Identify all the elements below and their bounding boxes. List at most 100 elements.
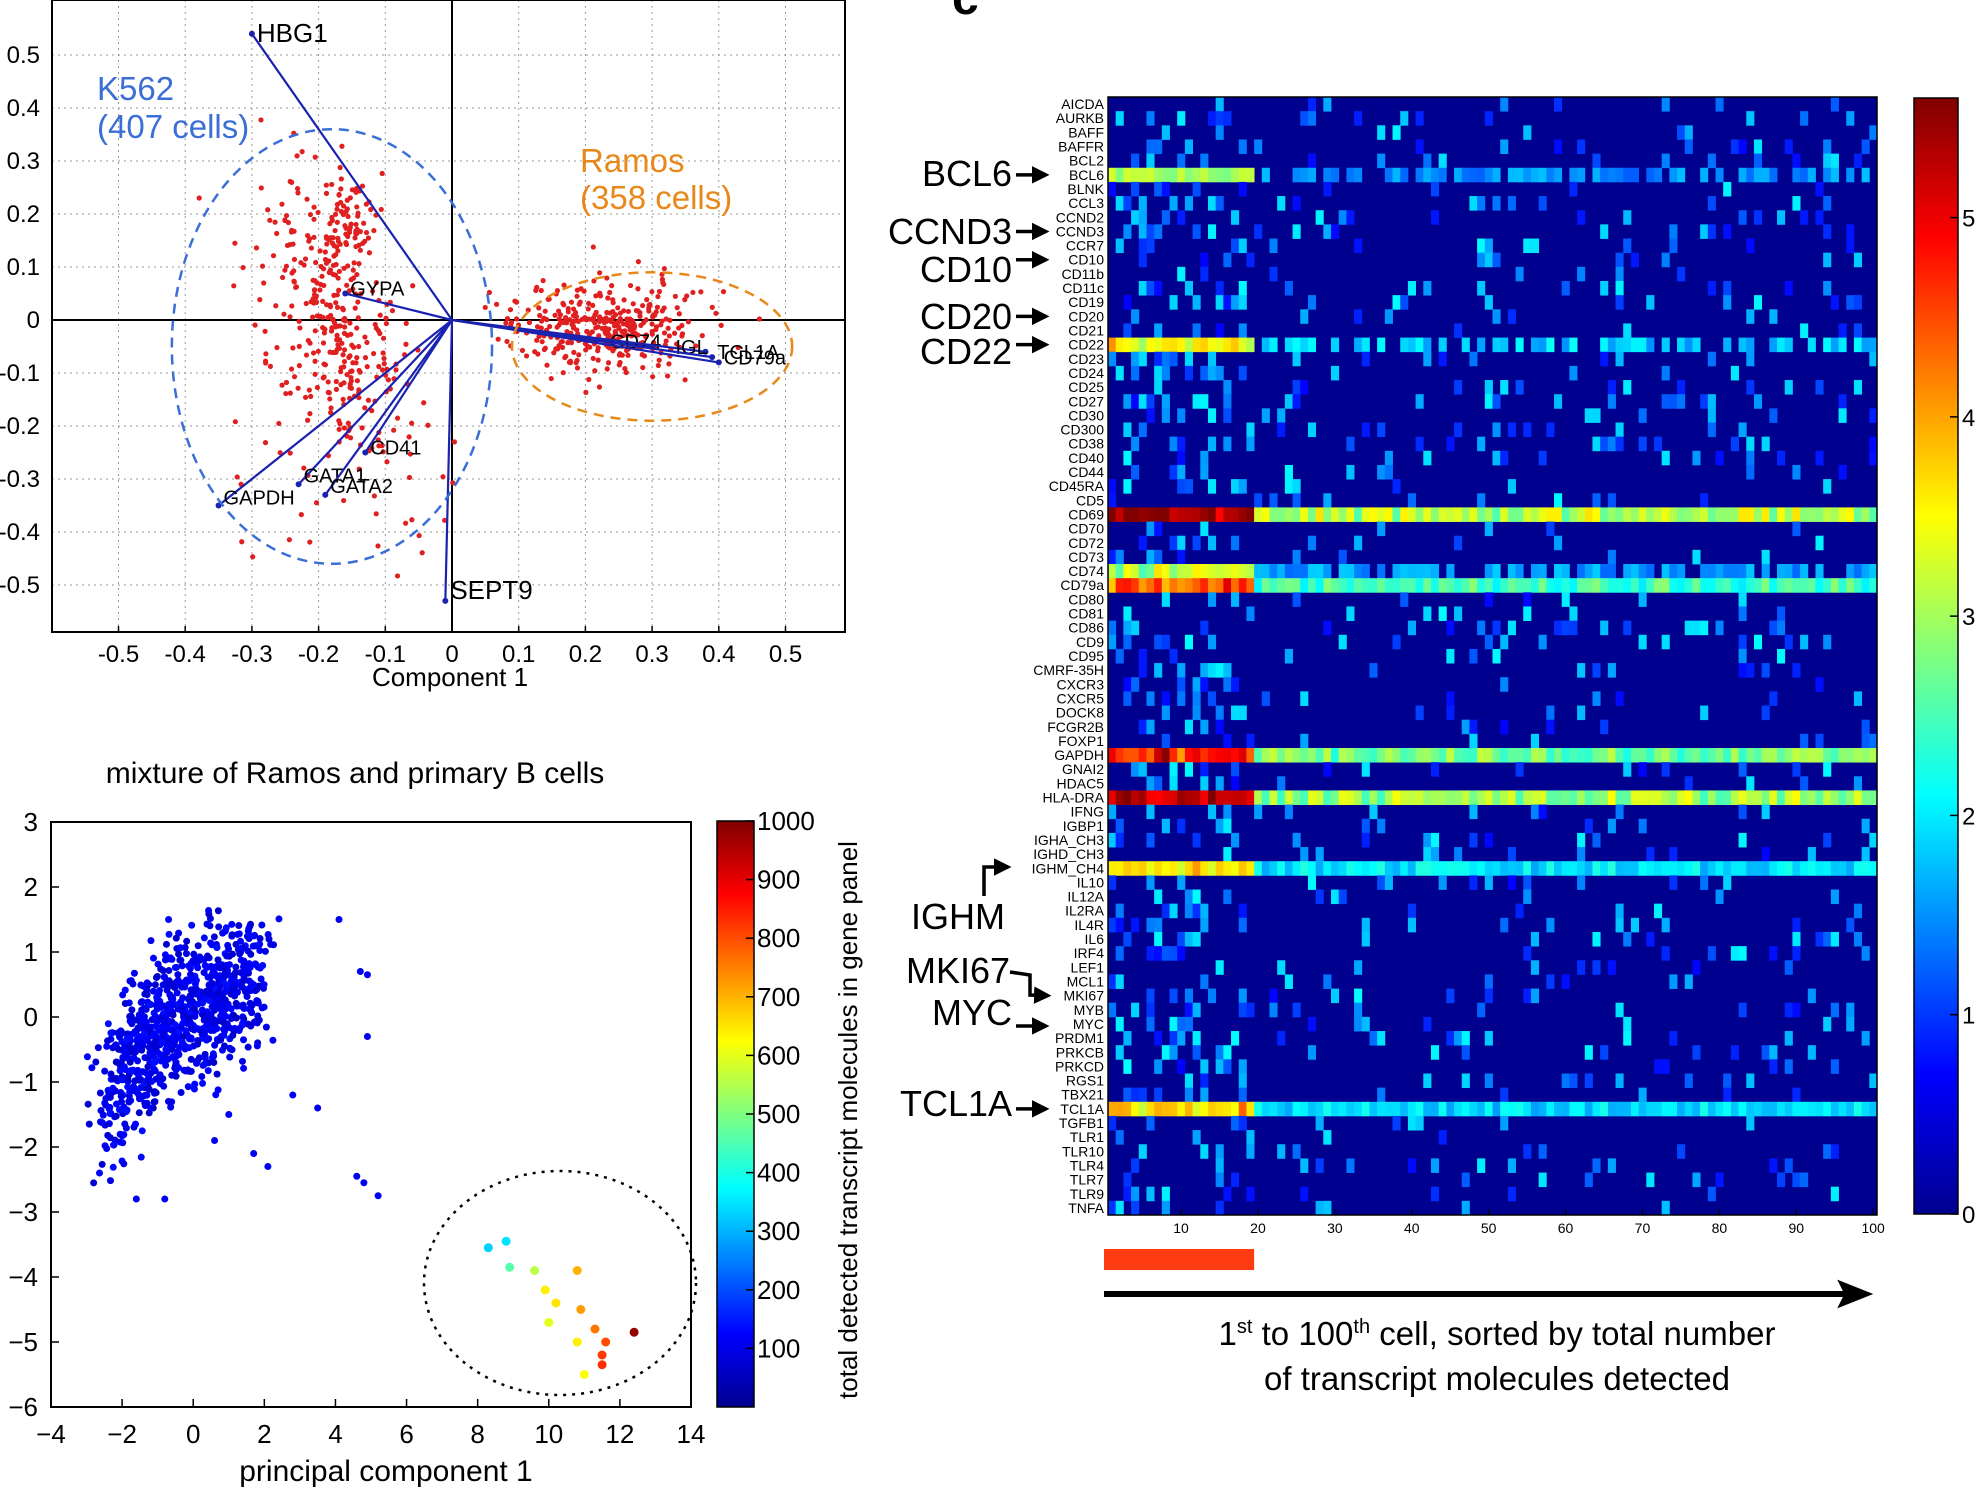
heatmap-cell xyxy=(1669,1101,1678,1117)
heatmap-cell xyxy=(1307,535,1317,551)
group-ellipse xyxy=(170,127,494,566)
scatter-point xyxy=(139,982,147,990)
heatmap-cell xyxy=(1661,97,1670,112)
biplot-point xyxy=(312,154,318,160)
heatmap-cell xyxy=(1746,747,1755,763)
heatmap-cell xyxy=(1215,1144,1224,1159)
heatmap-cell xyxy=(1138,196,1147,211)
heatmap-cell xyxy=(1138,719,1147,735)
gene-label: CD25 xyxy=(1068,379,1104,395)
loading-vector xyxy=(217,319,453,507)
heatmap-cell xyxy=(1792,762,1801,777)
heatmap-cell xyxy=(1669,790,1678,805)
loading-vector xyxy=(444,319,454,601)
heatmap-cell xyxy=(1800,210,1809,225)
heatmap-cell xyxy=(1169,903,1178,919)
heatmap-cell xyxy=(1777,606,1786,622)
heatmap-cell xyxy=(1838,747,1847,763)
biplot-point xyxy=(649,289,655,295)
heatmap-cell xyxy=(1277,861,1286,876)
heatmap-cell xyxy=(1853,337,1863,353)
heatmap-cell xyxy=(1792,1101,1801,1117)
heatmap-cell xyxy=(1184,634,1193,650)
biplot-point xyxy=(656,357,662,363)
scatter-point xyxy=(107,1029,115,1037)
heatmap-cell xyxy=(1661,861,1670,876)
heatmap-cell xyxy=(1108,832,1117,848)
biplot-point xyxy=(277,450,283,456)
scatter-point xyxy=(118,1157,126,1165)
gene-label: CD5 xyxy=(1076,492,1104,508)
heatmap-cell xyxy=(1177,677,1186,692)
biplot-point xyxy=(327,396,333,402)
heatmap-cell xyxy=(1277,196,1286,211)
scatter-point xyxy=(216,983,224,991)
heatmap-cell xyxy=(1108,917,1117,933)
heatmap-cell xyxy=(1384,790,1393,805)
heatmap-cell xyxy=(1400,111,1409,126)
heatmap-cell xyxy=(1307,861,1317,876)
scatter-point xyxy=(172,934,180,942)
heatmap-cell xyxy=(1123,1172,1132,1188)
heatmap-cell xyxy=(1730,1045,1739,1060)
heatmap-cell xyxy=(1223,380,1232,395)
heatmap-cell xyxy=(1154,323,1163,338)
heatmap-cell xyxy=(1184,790,1193,805)
heatmap-cell xyxy=(1730,790,1739,805)
heatmap-cell xyxy=(1415,790,1424,805)
biplot-point xyxy=(344,282,350,288)
heatmap-cell xyxy=(1392,125,1401,140)
biplot-point xyxy=(309,314,316,320)
biplot-point xyxy=(263,351,269,357)
scatter-point xyxy=(215,999,223,1007)
scatter-point xyxy=(192,1059,200,1067)
heatmap-cell xyxy=(1607,564,1616,579)
heatmap-cell xyxy=(1454,847,1463,862)
heatmap-cell xyxy=(1154,549,1163,565)
heatmap-cell xyxy=(1746,861,1755,876)
heatmap-cell xyxy=(1692,790,1701,805)
heatmap-cell xyxy=(1484,832,1493,848)
biplot-point xyxy=(312,358,318,364)
biplot-point xyxy=(250,554,256,560)
heatmap-cell xyxy=(1538,634,1547,650)
heatmap-cell xyxy=(1661,1059,1670,1074)
heatmap-cell xyxy=(1554,747,1563,763)
heatmap-cell xyxy=(1761,1101,1770,1117)
heatmap-cell xyxy=(1677,790,1686,805)
heatmap-cell xyxy=(1400,790,1409,805)
heatmap-cell xyxy=(1730,861,1739,876)
scatter-point xyxy=(96,1169,104,1177)
biplot-point xyxy=(267,363,274,369)
heatmap-cell xyxy=(1792,507,1801,522)
heatmap-cell xyxy=(1677,1101,1686,1117)
heatmap-cell xyxy=(1300,1186,1309,1202)
heatmap-cell xyxy=(1323,493,1332,508)
heatmap-cell xyxy=(1761,1045,1770,1060)
heatmap-cell xyxy=(1669,578,1678,593)
heatmap-cell xyxy=(1815,450,1824,466)
heatmap-cell xyxy=(1454,380,1463,395)
scatter-point xyxy=(132,1195,140,1203)
heatmap-cell xyxy=(1446,747,1455,763)
heatmap-cell xyxy=(1730,578,1739,593)
scatter-point xyxy=(92,1058,100,1066)
heatmap-cell xyxy=(1507,847,1516,862)
heatmap-cell xyxy=(1407,790,1416,805)
heatmap-cell xyxy=(1400,592,1409,607)
heatmap-cell xyxy=(1523,125,1532,140)
scatter-point xyxy=(256,934,264,942)
biplot-point xyxy=(267,217,273,223)
heatmap-cell xyxy=(1131,309,1140,324)
biplot-point xyxy=(340,203,347,209)
biplot-point xyxy=(364,364,370,370)
biplot-point xyxy=(308,299,314,305)
gene-label: PRDM1 xyxy=(1055,1030,1104,1046)
heatmap-cell xyxy=(1677,564,1686,579)
heatmap-cell xyxy=(1569,790,1578,805)
biplot-point xyxy=(365,397,372,403)
biplot-point xyxy=(354,325,360,331)
scatter-point xyxy=(232,963,240,971)
heatmap-cell xyxy=(1846,564,1855,579)
heatmap-cell xyxy=(1792,1172,1801,1188)
